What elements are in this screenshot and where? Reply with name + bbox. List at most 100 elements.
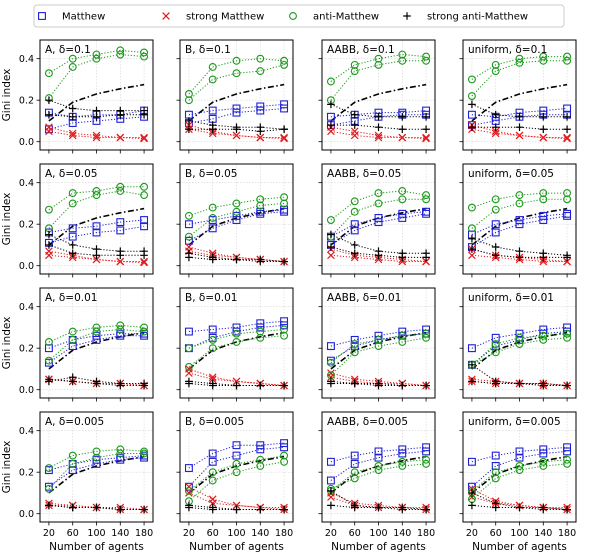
series-line	[48, 225, 145, 244]
data-point-square	[208, 333, 217, 342]
data-point-plus	[45, 241, 53, 249]
data-point-square	[208, 449, 217, 458]
data-point-circle	[92, 453, 101, 462]
data-point-x	[563, 134, 571, 143]
panel-title: A, δ=0.005	[45, 416, 104, 428]
data-point-square	[280, 317, 289, 326]
data-point-square	[184, 464, 193, 472]
data-point-plus	[45, 230, 53, 239]
legend-label: strong anti-Matthew	[427, 12, 528, 23]
series-line	[330, 254, 427, 262]
data-point-circle	[116, 325, 125, 334]
data-point-circle	[467, 75, 476, 84]
data-point-circle	[422, 333, 431, 342]
data-point-plus	[350, 503, 359, 512]
x-tick-label: 100	[369, 528, 387, 539]
data-point-circle	[184, 90, 193, 98]
data-point-square	[563, 327, 572, 336]
data-point-square	[326, 112, 335, 121]
data-point-square	[563, 211, 572, 220]
data-point-circle	[467, 92, 476, 100]
series-line	[188, 103, 285, 116]
data-point-plus	[116, 251, 125, 260]
data-point-circle	[422, 52, 431, 61]
data-point-circle	[350, 207, 359, 216]
panel: A, δ=0.01 0.0 0.2 0.4 Gini index	[1, 287, 154, 402]
data-point-circle	[256, 333, 265, 342]
panel-title: B, δ=0.01	[185, 292, 237, 304]
data-point-plus	[468, 377, 476, 386]
data-point-square	[92, 228, 101, 237]
data-point-x	[515, 131, 524, 140]
series-line	[471, 238, 568, 256]
x-tick-label: 140	[393, 528, 411, 539]
series	[44, 182, 149, 214]
data-point-square	[208, 224, 217, 233]
reference-curve	[188, 83, 285, 122]
data-point-plus	[68, 112, 77, 121]
data-point-x	[185, 489, 193, 497]
series-line	[188, 504, 285, 510]
series	[467, 52, 572, 84]
series-line	[188, 461, 285, 502]
data-point-plus	[116, 505, 125, 514]
series	[185, 503, 288, 514]
data-point-square	[208, 216, 217, 224]
series	[185, 253, 288, 266]
panel-title: A, δ=0.1	[45, 44, 91, 56]
data-point-square	[350, 342, 359, 351]
data-point-plus	[68, 377, 77, 386]
data-point-plus	[563, 112, 571, 121]
series	[184, 331, 289, 371]
data-point-square	[326, 342, 335, 351]
data-point-plus	[515, 112, 524, 121]
legend-plus-marker	[403, 12, 411, 20]
data-point-circle	[256, 201, 265, 210]
data-point-x	[422, 133, 430, 142]
data-point-circle	[116, 321, 125, 330]
panel: AABB, δ=0.1	[318, 39, 436, 154]
data-point-plus	[280, 505, 288, 514]
series-line	[48, 234, 145, 252]
x-axis-label: Number of agents	[189, 541, 284, 553]
panel-title: uniform, δ=0.005	[468, 416, 561, 428]
data-point-square	[280, 321, 289, 330]
panel: B, δ=0.005 20 60 100 140 180 Number of agents	[176, 411, 294, 553]
data-point-square	[140, 453, 149, 462]
data-point-plus	[140, 251, 148, 260]
series	[184, 451, 289, 495]
data-point-square	[44, 344, 53, 353]
x-tick-label: 100	[510, 528, 528, 539]
data-point-circle	[563, 329, 572, 338]
panel-title: AABB, δ=0.005	[327, 416, 408, 428]
series-line	[471, 333, 568, 366]
data-point-plus	[68, 241, 77, 249]
data-point-square	[374, 214, 383, 222]
series	[327, 501, 430, 514]
data-point-square	[491, 451, 500, 460]
data-point-plus	[208, 381, 217, 390]
data-point-square	[515, 447, 524, 456]
series-line	[48, 114, 145, 118]
series	[326, 187, 431, 224]
y-axis-label: Gini index	[1, 317, 13, 370]
data-point-square	[563, 443, 572, 452]
data-point-square	[539, 325, 548, 334]
data-point-plus	[539, 125, 548, 134]
data-point-plus	[422, 112, 430, 121]
data-point-square	[422, 443, 431, 452]
data-point-square	[232, 441, 241, 450]
data-point-circle	[539, 335, 548, 344]
data-point-square	[374, 453, 383, 462]
series-line	[48, 186, 145, 211]
data-point-circle	[44, 205, 53, 214]
data-point-plus	[208, 125, 217, 134]
data-point-circle	[539, 457, 548, 466]
data-point-square	[563, 104, 572, 113]
panel-title: uniform, δ=0.01	[468, 292, 554, 304]
data-point-square	[232, 108, 241, 117]
panel: AABB, δ=0.05	[318, 163, 436, 278]
data-point-circle	[491, 195, 500, 204]
data-point-circle	[256, 195, 265, 204]
data-point-circle	[422, 459, 431, 468]
